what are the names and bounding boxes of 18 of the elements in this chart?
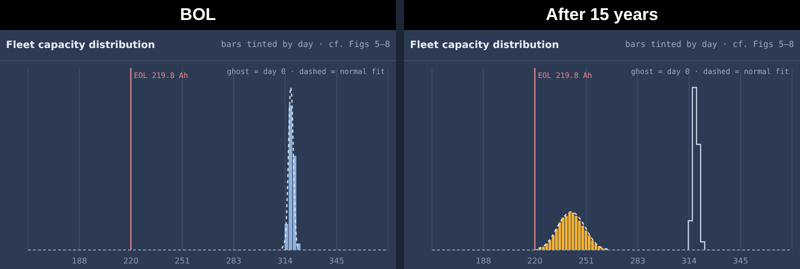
x-tick-label: 283 bbox=[226, 256, 242, 266]
x-tick-label: 345 bbox=[328, 256, 344, 266]
x-tick-label: 314 bbox=[278, 256, 293, 266]
x-tick-label: 188 bbox=[476, 256, 492, 266]
chart-subtitle: Fleet capacity distribution bbox=[6, 40, 155, 50]
text: bars tinted by day · cf. Figs 5–8 bbox=[221, 40, 390, 50]
x-tick-label: 314 bbox=[682, 256, 697, 266]
x-tick-label: 345 bbox=[732, 256, 748, 266]
x-tick-label: 283 bbox=[630, 256, 646, 266]
x-tick-label: 251 bbox=[578, 256, 594, 266]
text: bars tinted by day · cf. Figs 5–8 bbox=[625, 40, 794, 50]
x-tick-label: 220 bbox=[123, 256, 138, 266]
x-tick-label: 188 bbox=[72, 256, 88, 266]
chart-title: BOL bbox=[0, 0, 396, 30]
x-tick-label: 251 bbox=[174, 256, 190, 266]
chart-title: After 15 years bbox=[404, 0, 800, 30]
chart-subtitle: Fleet capacity distribution bbox=[410, 40, 559, 50]
x-tick-label: 220 bbox=[527, 256, 542, 266]
